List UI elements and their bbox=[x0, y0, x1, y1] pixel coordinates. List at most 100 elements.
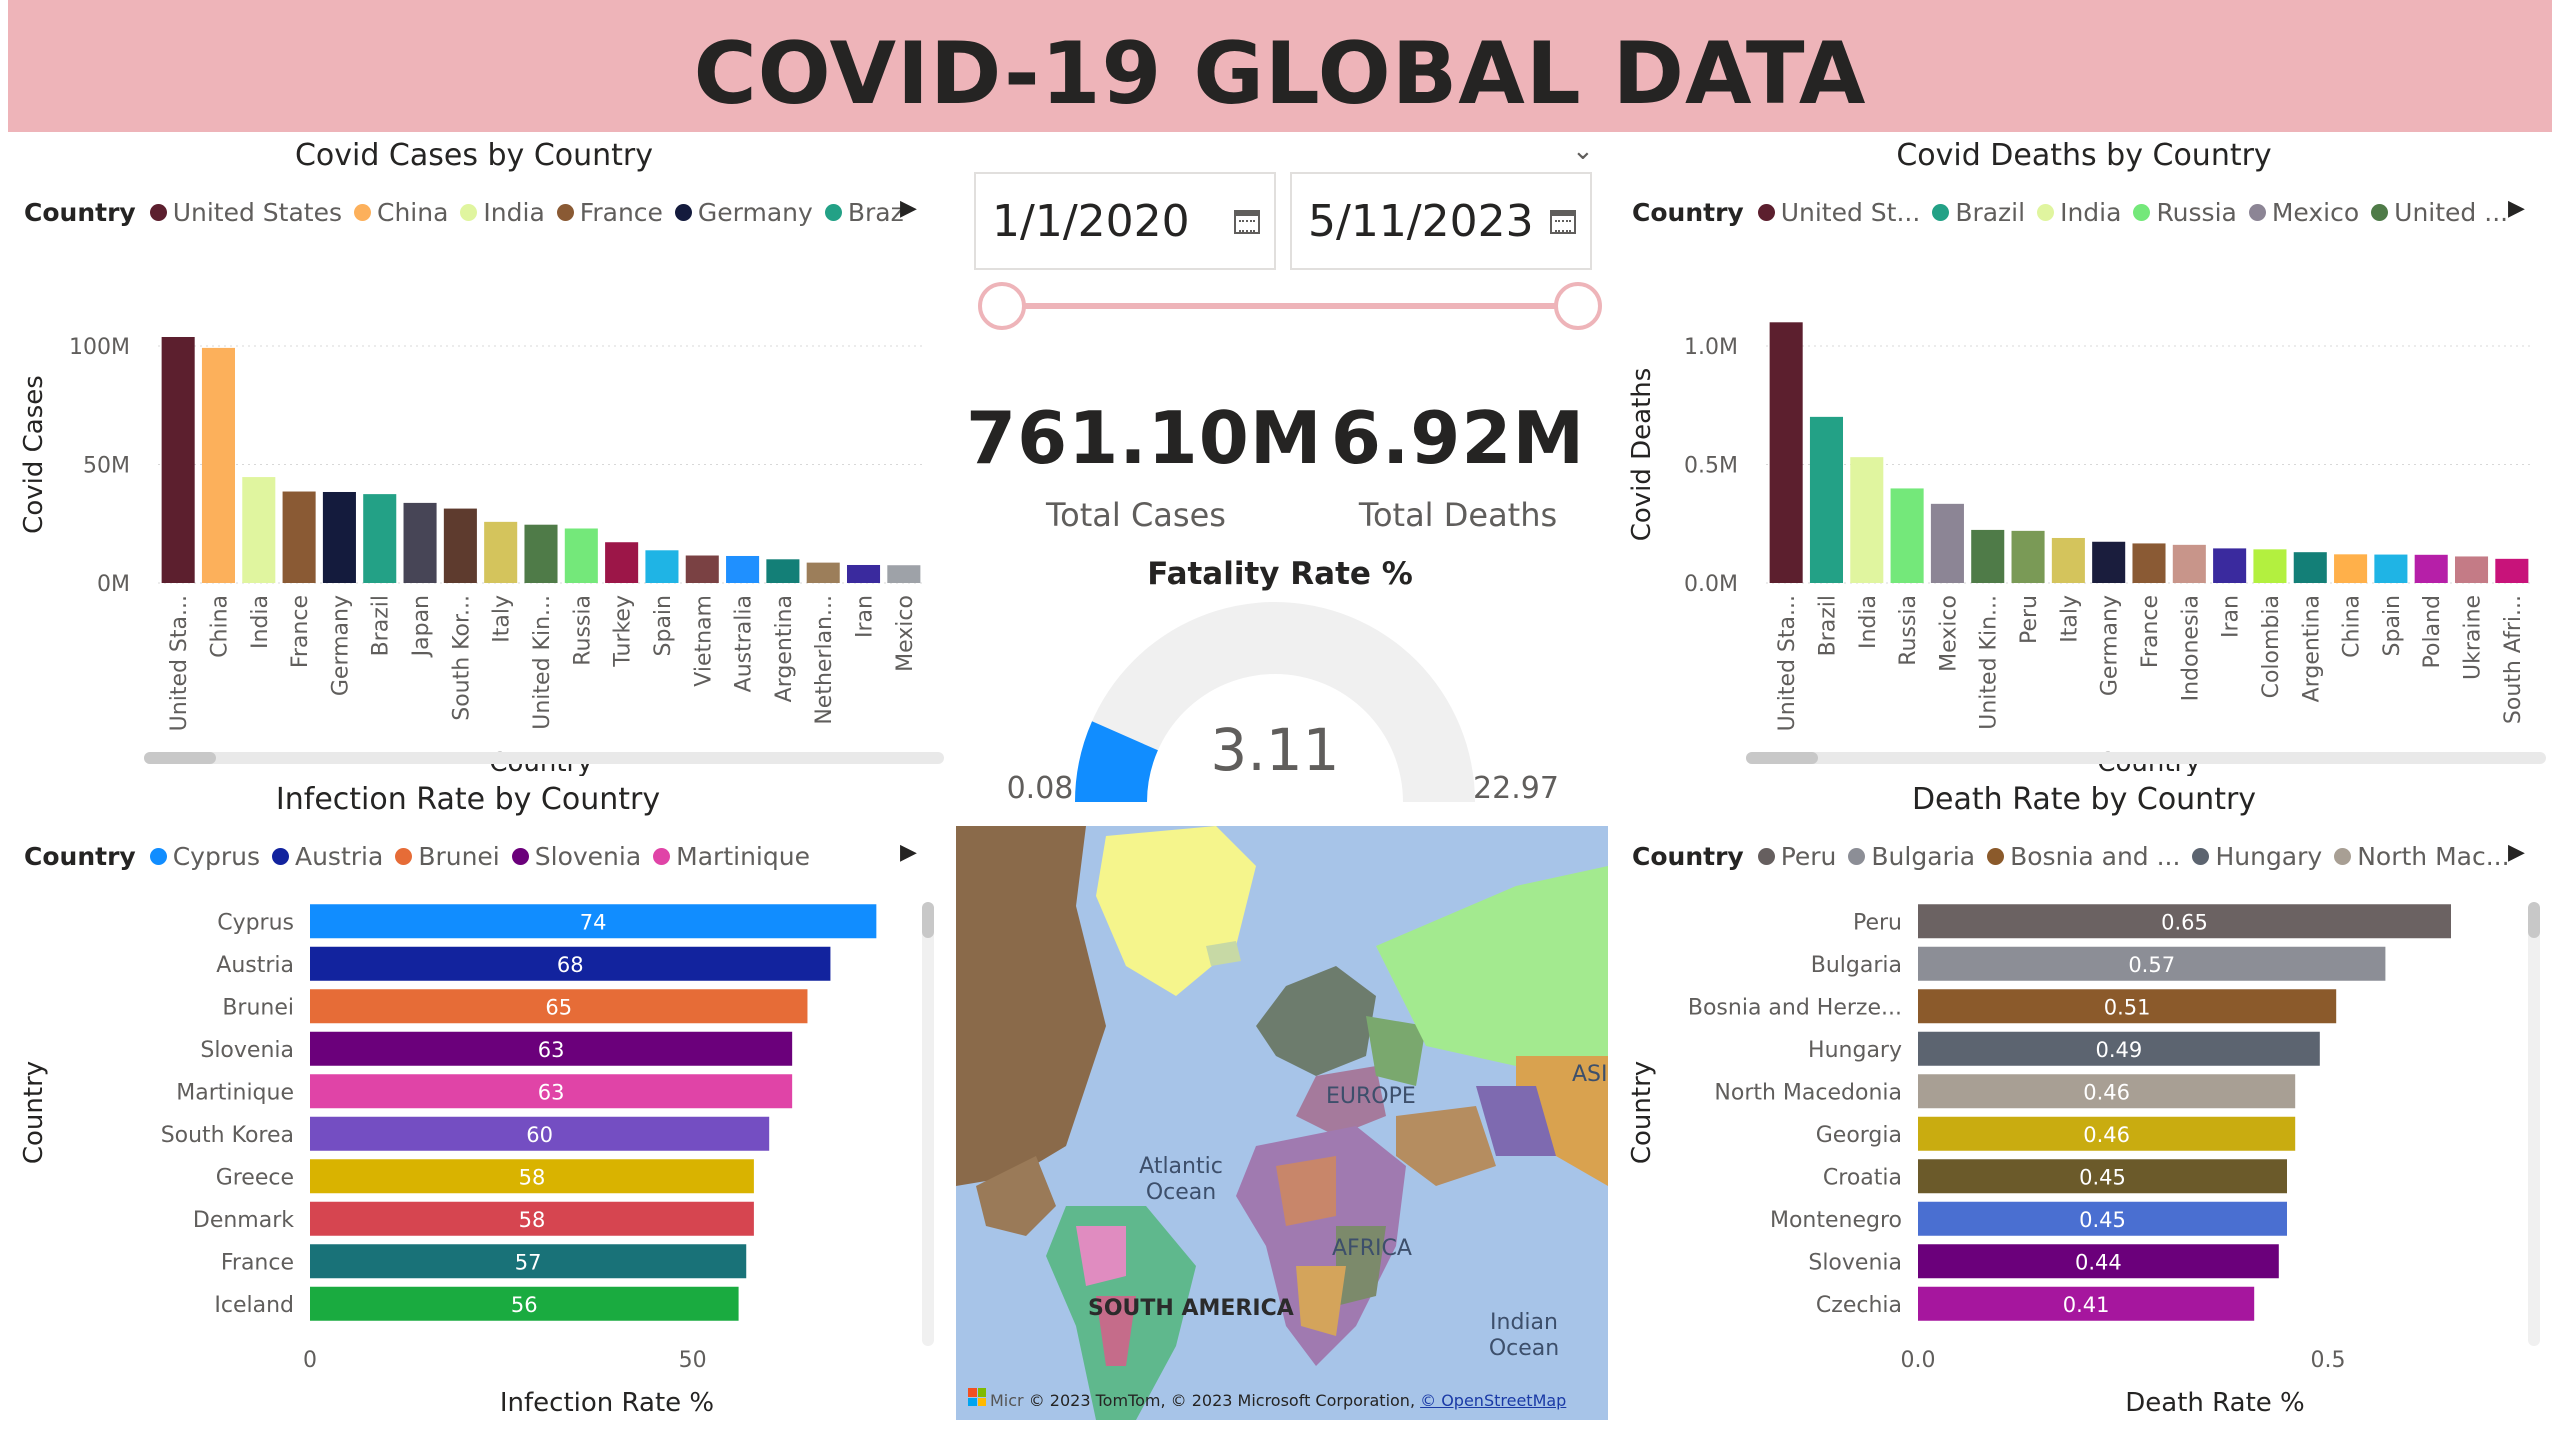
bar[interactable] bbox=[685, 555, 719, 583]
legend-item[interactable]: Cyprus bbox=[149, 842, 260, 871]
bar[interactable] bbox=[310, 1201, 754, 1236]
bar[interactable] bbox=[605, 542, 639, 583]
bar[interactable] bbox=[2092, 541, 2126, 583]
death-rate-legend[interactable]: Country Peru Bulgaria Bosnia and ... Hungary… bbox=[1632, 836, 2512, 876]
legend-item[interactable]: Brazil bbox=[1932, 198, 2025, 227]
legend-item[interactable]: United States bbox=[149, 198, 342, 227]
death-rate-chart-scrollbar[interactable] bbox=[2528, 902, 2540, 1346]
bar[interactable] bbox=[322, 491, 356, 583]
cases-chart-scrollbar[interactable] bbox=[144, 752, 944, 764]
bar[interactable] bbox=[726, 555, 760, 583]
slider-start-handle[interactable] bbox=[978, 282, 1026, 330]
bar[interactable] bbox=[2334, 554, 2368, 583]
map-osm-link[interactable]: © OpenStreetMap bbox=[1420, 1391, 1567, 1410]
bar[interactable] bbox=[201, 347, 236, 583]
bar[interactable] bbox=[1890, 488, 1924, 583]
legend-item[interactable]: Germany bbox=[674, 198, 813, 227]
bar[interactable] bbox=[2253, 549, 2287, 583]
bar[interactable] bbox=[484, 521, 518, 583]
bar[interactable] bbox=[363, 494, 397, 583]
cases-bar-chart[interactable]: 0M 50M 100M United Sta... China India France Ge… bbox=[8, 156, 940, 776]
bar[interactable] bbox=[1971, 529, 2005, 583]
bar[interactable] bbox=[645, 550, 679, 583]
calendar-icon[interactable] bbox=[1234, 210, 1260, 234]
legend-item[interactable]: Mexico bbox=[2248, 198, 2359, 227]
infection-rate-legend[interactable]: Country Cyprus Austria Brunei Slovenia Martin… bbox=[24, 836, 904, 876]
legend-item[interactable]: India bbox=[2037, 198, 2121, 227]
legend-item[interactable]: Austria bbox=[271, 842, 383, 871]
bar[interactable] bbox=[564, 528, 598, 583]
bar[interactable] bbox=[1918, 946, 2386, 981]
world-map[interactable]: EUROPE ASI Atlantic Ocean AFRICA SOUTH A… bbox=[956, 826, 1608, 1420]
bar[interactable] bbox=[403, 502, 437, 583]
cases-chart-legend[interactable]: Country United States China India France Germ… bbox=[24, 192, 904, 232]
legend-item[interactable]: United St... bbox=[1757, 198, 1920, 227]
start-date-input[interactable]: 1/1/2020 bbox=[974, 172, 1276, 270]
end-date-input[interactable]: 5/11/2023 bbox=[1290, 172, 1592, 270]
legend-item[interactable]: Bosnia and ... bbox=[1987, 842, 2180, 871]
bar[interactable] bbox=[1918, 989, 2337, 1024]
bar[interactable] bbox=[524, 524, 558, 583]
chevron-down-icon[interactable]: ⌄ bbox=[1572, 136, 1594, 166]
deaths-chart-scrollbar[interactable] bbox=[1746, 752, 2546, 764]
bar[interactable] bbox=[2132, 543, 2166, 583]
slider-end-handle[interactable] bbox=[1554, 282, 1602, 330]
bar[interactable] bbox=[1918, 1201, 2287, 1236]
bar[interactable] bbox=[2414, 554, 2448, 583]
bar[interactable] bbox=[310, 946, 831, 981]
bar[interactable] bbox=[1850, 457, 1884, 583]
bar[interactable] bbox=[310, 904, 877, 939]
bar[interactable] bbox=[310, 1159, 754, 1194]
bar[interactable] bbox=[310, 989, 808, 1024]
bar[interactable] bbox=[310, 1031, 793, 1066]
bar[interactable] bbox=[2213, 548, 2247, 583]
date-range-slider[interactable] bbox=[1002, 303, 1578, 309]
legend-next-arrow-icon[interactable]: ▶ bbox=[900, 196, 917, 221]
scrollbar-thumb[interactable] bbox=[144, 752, 216, 764]
legend-item[interactable]: Slovenia bbox=[511, 842, 641, 871]
legend-item[interactable]: France bbox=[556, 198, 663, 227]
legend-next-arrow-icon[interactable]: ▶ bbox=[2508, 196, 2525, 221]
bar[interactable] bbox=[846, 564, 881, 583]
bar[interactable] bbox=[2172, 544, 2206, 583]
bar[interactable] bbox=[2454, 556, 2489, 583]
legend-next-arrow-icon[interactable]: ▶ bbox=[2508, 840, 2525, 865]
legend-item[interactable]: Martinique bbox=[653, 842, 810, 871]
bar[interactable] bbox=[1930, 503, 1964, 583]
bar[interactable] bbox=[2051, 537, 2085, 583]
bar[interactable] bbox=[2374, 554, 2408, 583]
bar[interactable] bbox=[1918, 1159, 2287, 1194]
legend-item[interactable]: China bbox=[354, 198, 448, 227]
bar[interactable] bbox=[1918, 1031, 2320, 1066]
deaths-bar-chart[interactable]: 0.0M 0.5M 1.0M United Sta... Brazil India Russ… bbox=[1616, 156, 2552, 776]
bar[interactable] bbox=[887, 565, 921, 583]
bar[interactable] bbox=[766, 559, 800, 583]
legend-item[interactable]: Peru bbox=[1757, 842, 1836, 871]
bar[interactable] bbox=[1918, 1116, 2296, 1151]
deaths-chart-legend[interactable]: Country United St... Brazil India Russia Mexi… bbox=[1632, 192, 2512, 232]
bar[interactable] bbox=[242, 477, 276, 583]
bar[interactable] bbox=[310, 1074, 793, 1109]
bar[interactable] bbox=[310, 1244, 747, 1279]
legend-item[interactable]: Russia bbox=[2133, 198, 2237, 227]
bar[interactable] bbox=[2293, 552, 2327, 583]
legend-item[interactable]: United ... bbox=[2371, 198, 2508, 227]
legend-item[interactable]: Hungary bbox=[2192, 842, 2322, 871]
scrollbar-thumb[interactable] bbox=[2528, 902, 2540, 938]
bar[interactable] bbox=[1809, 416, 1844, 583]
scrollbar-thumb[interactable] bbox=[922, 902, 934, 938]
bar[interactable] bbox=[443, 508, 477, 583]
legend-item[interactable]: Brazil bbox=[824, 198, 904, 227]
calendar-icon[interactable] bbox=[1550, 210, 1576, 234]
bar[interactable] bbox=[310, 1116, 770, 1151]
infection-rate-bar-chart[interactable]: Cyprus 74 Austria 68 Brunei 65 Slovenia 63 Marti… bbox=[8, 880, 938, 1440]
legend-item[interactable]: India bbox=[460, 198, 545, 227]
bar[interactable] bbox=[2011, 530, 2045, 583]
bar[interactable] bbox=[282, 491, 316, 583]
infection-chart-scrollbar[interactable] bbox=[922, 902, 934, 1346]
bar[interactable] bbox=[1918, 1244, 2279, 1279]
bar[interactable] bbox=[806, 562, 840, 583]
bar[interactable] bbox=[1918, 1286, 2255, 1321]
legend-next-arrow-icon[interactable]: ▶ bbox=[900, 840, 917, 865]
legend-item[interactable]: Bulgaria bbox=[1848, 842, 1975, 871]
